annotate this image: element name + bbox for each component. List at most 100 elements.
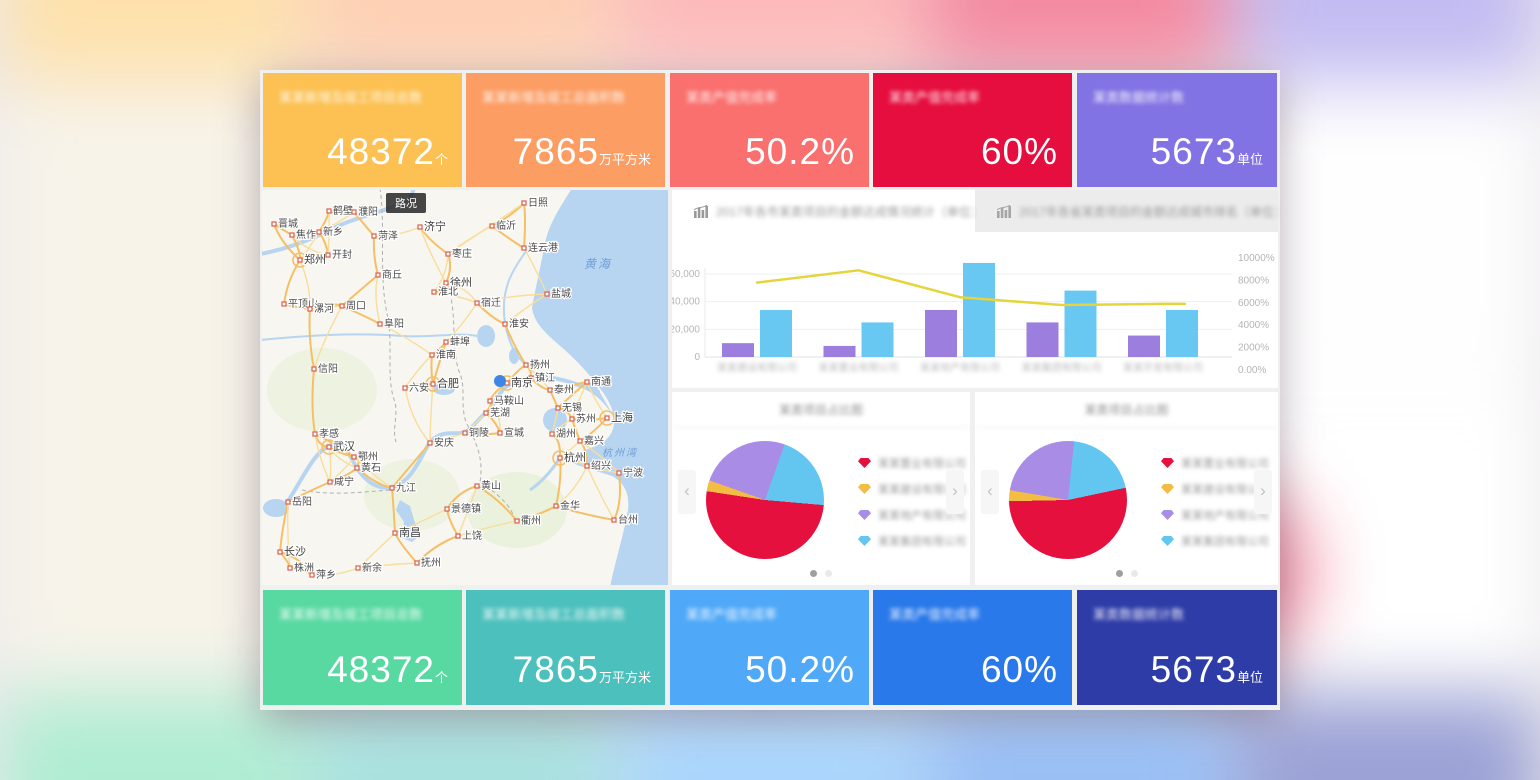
legend-item[interactable]: 某某集团有限公司	[1161, 528, 1269, 554]
map-city-dot[interactable]	[402, 385, 408, 391]
map-city-dot[interactable]	[528, 375, 534, 381]
map-city-dot[interactable]	[430, 381, 436, 387]
map-city-dot[interactable]	[555, 405, 561, 411]
map-city-dot[interactable]	[514, 518, 520, 524]
map-city-dot[interactable]	[497, 430, 503, 436]
map-city-dot[interactable]	[616, 470, 622, 476]
map-city-dot[interactable]	[389, 485, 395, 491]
carousel-next-button[interactable]: ›	[946, 470, 964, 514]
bar-line-chart[interactable]: 60,000 40,000 20,000 0 10000% 8000% 6000% 4000%…	[669, 232, 1278, 388]
map-city-dot[interactable]	[307, 306, 313, 312]
map-city-dot[interactable]	[289, 232, 295, 238]
map-city-dot[interactable]	[489, 223, 495, 229]
map-location-marker[interactable]	[494, 375, 506, 387]
map-city-dot[interactable]	[444, 506, 450, 512]
map-city-dot[interactable]	[443, 339, 449, 345]
map-city-dot[interactable]	[521, 200, 527, 206]
map-city-dot[interactable]	[443, 280, 449, 286]
map-city-dot[interactable]	[371, 233, 377, 239]
map-city-dot[interactable]	[277, 549, 283, 555]
map-city-dot[interactable]	[309, 572, 315, 578]
map-city-dot[interactable]	[502, 321, 508, 327]
legend-item[interactable]: 某某置业有限公司	[1161, 450, 1269, 476]
carousel-next-button[interactable]: ›	[1254, 470, 1272, 514]
map-city-dot[interactable]	[604, 415, 610, 421]
bar-series1[interactable]	[925, 309, 957, 357]
map-city-dot[interactable]	[474, 300, 480, 306]
map-city-dot[interactable]	[584, 379, 590, 385]
legend-item[interactable]: 某某建设有限公司	[1161, 476, 1269, 502]
bar-series1[interactable]	[1128, 335, 1160, 357]
bar-series2[interactable]	[861, 322, 894, 357]
carousel-dot[interactable]	[1115, 570, 1123, 577]
map-city-dot[interactable]	[375, 272, 381, 278]
map-city-dot[interactable]	[577, 438, 583, 444]
bar-series2[interactable]	[760, 309, 792, 357]
pie-chart[interactable]	[1009, 441, 1127, 559]
map-city-dot[interactable]	[326, 444, 332, 450]
map-city-dot[interactable]	[417, 224, 423, 230]
map-city-dot[interactable]	[569, 416, 575, 422]
map-city-dot[interactable]	[351, 209, 357, 215]
legend-item[interactable]: 某某地产有限公司	[858, 502, 966, 528]
map-city-dot[interactable]	[325, 252, 331, 258]
pie-chart[interactable]	[706, 441, 824, 559]
bar-series2[interactable]	[1166, 309, 1198, 357]
map-city-dot[interactable]	[547, 387, 553, 393]
map-city-dot[interactable]	[377, 321, 383, 327]
map-city-dot[interactable]	[431, 289, 437, 295]
carousel-dot[interactable]	[810, 570, 817, 577]
map-city-dot[interactable]	[326, 208, 332, 214]
carousel-dot[interactable]	[1130, 570, 1138, 577]
legend-item[interactable]: 某某建设有限公司	[858, 476, 966, 502]
traffic-toggle-badge[interactable]: 路况	[386, 193, 426, 213]
tab-bar-chart-2[interactable]: 2017年各省某类项目的金额达成城市排名（单位：万元）	[975, 190, 1278, 232]
map-city-dot[interactable]	[427, 440, 433, 446]
carousel-dot[interactable]	[825, 570, 832, 577]
map-city-dot[interactable]	[311, 366, 317, 372]
map-city-dot[interactable]	[483, 410, 489, 416]
map-city-dot[interactable]	[462, 430, 468, 436]
bar-series2[interactable]	[1064, 290, 1097, 357]
map-city-dot[interactable]	[584, 463, 590, 469]
map-city-dot[interactable]	[271, 221, 277, 227]
map-city-dot[interactable]	[523, 362, 529, 368]
map-city-dot[interactable]	[316, 229, 322, 235]
map-city-dot[interactable]	[354, 465, 360, 471]
map-city-dot[interactable]	[611, 517, 617, 523]
map-city-dot[interactable]	[285, 499, 291, 505]
map-city-dot[interactable]	[549, 431, 555, 437]
map-city-dot[interactable]	[445, 251, 451, 257]
map-city-dot[interactable]	[429, 352, 435, 358]
map-city-dot[interactable]	[392, 530, 398, 536]
map-city-dot[interactable]	[355, 565, 361, 571]
line-series[interactable]	[755, 269, 1187, 307]
map-city-dot[interactable]	[487, 398, 493, 404]
bar-series1[interactable]	[1026, 322, 1059, 357]
legend-item[interactable]: 某某地产有限公司	[1161, 502, 1269, 528]
map-city-dot[interactable]	[553, 503, 559, 509]
bar-series2[interactable]	[963, 262, 995, 357]
map-city-dot[interactable]	[281, 301, 287, 307]
legend-item[interactable]: 某某集团有限公司	[858, 528, 966, 554]
map-city-dot[interactable]	[327, 479, 333, 485]
carousel-prev-button[interactable]: ‹	[981, 470, 999, 514]
tab-bar-chart-1[interactable]: 2017年各市某类项目的金额达成情况统计（单位：万元）	[672, 190, 975, 232]
map-city-dot[interactable]	[287, 565, 293, 571]
map-city-dot[interactable]	[297, 257, 303, 263]
map-city-dot[interactable]	[351, 454, 357, 460]
bar-series1[interactable]	[823, 345, 856, 357]
legend-item[interactable]: 某某置业有限公司	[858, 450, 966, 476]
china-road-map[interactable]: 路况	[262, 190, 668, 585]
map-city-dot[interactable]	[557, 455, 563, 461]
map-city-dot[interactable]	[312, 431, 318, 437]
bar-series1[interactable]	[722, 343, 754, 357]
map-city-dot[interactable]	[339, 303, 345, 309]
map-city-dot[interactable]	[455, 533, 461, 539]
map-city-dot[interactable]	[474, 483, 480, 489]
map-city-dot[interactable]	[414, 560, 420, 566]
map-city-dot[interactable]	[544, 291, 550, 297]
map-city-dot[interactable]	[521, 245, 527, 251]
carousel-prev-button[interactable]: ‹	[678, 470, 696, 514]
